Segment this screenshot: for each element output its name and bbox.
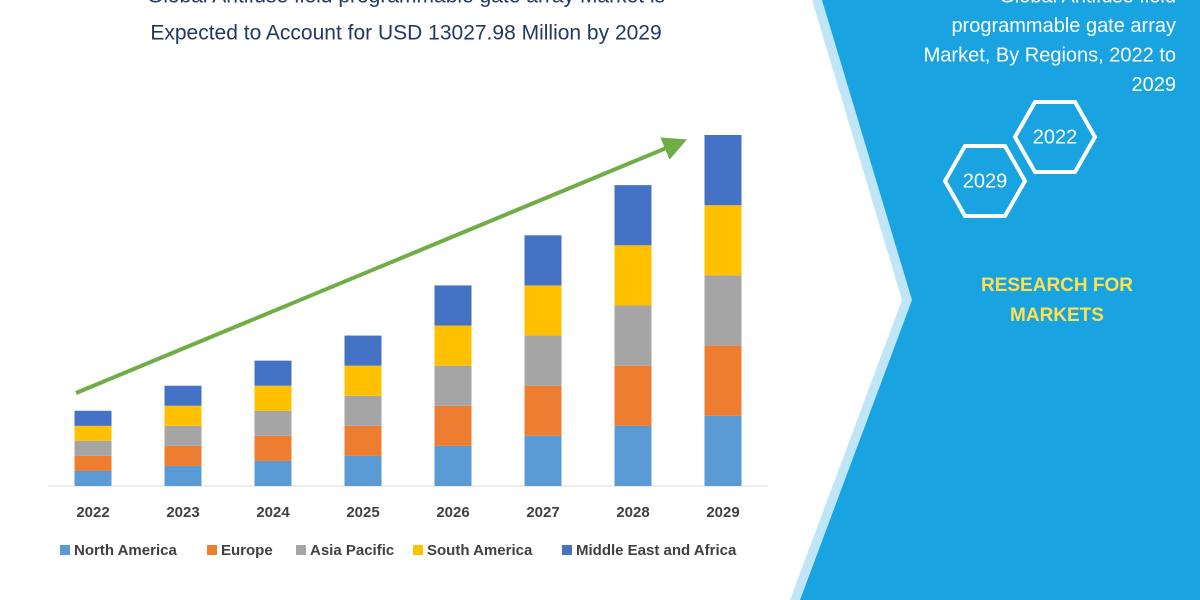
bar-segment [704, 275, 742, 346]
x-tick-label: 2029 [706, 504, 739, 521]
bar-segment [164, 465, 202, 486]
bar-segment [344, 365, 382, 396]
bar-segment [254, 385, 292, 411]
bar-segment [344, 455, 382, 486]
bar-segment [704, 135, 742, 206]
bar-segment [74, 470, 112, 486]
legend-label: North America [74, 542, 177, 559]
bar-segment [344, 335, 382, 366]
bar-segment [614, 365, 652, 426]
chart-title: Expected to Account for USD 13027.98 Mil… [150, 22, 661, 45]
brand: MARKETS [1010, 305, 1104, 326]
bar-segment [614, 425, 652, 486]
bar-segment [254, 460, 292, 486]
bar-segment [434, 405, 472, 446]
bar-segment [164, 385, 202, 406]
x-tick-label: 2022 [76, 504, 109, 521]
panel-title: programmable gate array [951, 15, 1176, 37]
bar-segment [74, 440, 112, 456]
bar-segment [434, 445, 472, 486]
bar-segment [524, 235, 562, 286]
legend-swatch [413, 545, 423, 555]
bar-segment [434, 325, 472, 366]
x-tick-label: 2026 [436, 504, 469, 521]
legend-swatch [60, 545, 70, 555]
hexagon [942, 144, 1028, 218]
panel-title: Market, By Regions, 2022 to [924, 44, 1176, 66]
bar-segment [254, 410, 292, 436]
bar-segment [524, 335, 562, 386]
legend-swatch [296, 545, 306, 555]
bar-segment [434, 285, 472, 326]
panel-title: Global Antifuse field [999, 0, 1176, 7]
bar-segment [344, 395, 382, 426]
bar-segment [254, 360, 292, 386]
side-panel [800, 0, 1200, 600]
bar-segment [704, 345, 742, 416]
bar-segment [344, 425, 382, 456]
brand: RESEARCH FOR [981, 275, 1133, 296]
legend-label: South America [427, 542, 533, 559]
x-tick-label: 2028 [616, 504, 649, 521]
legend-label: Asia Pacific [310, 542, 394, 559]
x-tick-label: 2025 [346, 504, 379, 521]
bar-segment [704, 205, 742, 276]
bar-segment [704, 415, 742, 486]
bar-segment [164, 425, 202, 446]
panel-title: 2029 [1132, 74, 1177, 96]
hexagon-label: 2029 [963, 170, 1008, 192]
bar-segment [434, 365, 472, 406]
trend-arrow [75, 137, 688, 395]
bar-segment [614, 245, 652, 306]
bar-segment [164, 445, 202, 466]
bar-segment [524, 435, 562, 486]
bar-segment [74, 455, 112, 471]
bar-segment [74, 425, 112, 441]
bar-segment [74, 410, 112, 426]
bar-segment [614, 305, 652, 366]
legend-swatch [562, 545, 572, 555]
hexagon [1012, 100, 1098, 174]
x-tick-label: 2027 [526, 504, 559, 521]
bar-segment [524, 285, 562, 336]
x-tick-label: 2023 [166, 504, 199, 521]
chart-title: Global Antifuse field programmable gate … [147, 0, 665, 8]
legend-label: Europe [221, 542, 273, 559]
hexagon-label: 2022 [1033, 126, 1078, 148]
bar-segment [254, 435, 292, 461]
bar-segment [164, 405, 202, 426]
legend-swatch [207, 545, 217, 555]
legend-label: Middle East and Africa [576, 542, 737, 559]
bar-segment [524, 385, 562, 436]
bar-segment [614, 185, 652, 246]
x-tick-label: 2024 [256, 504, 290, 521]
